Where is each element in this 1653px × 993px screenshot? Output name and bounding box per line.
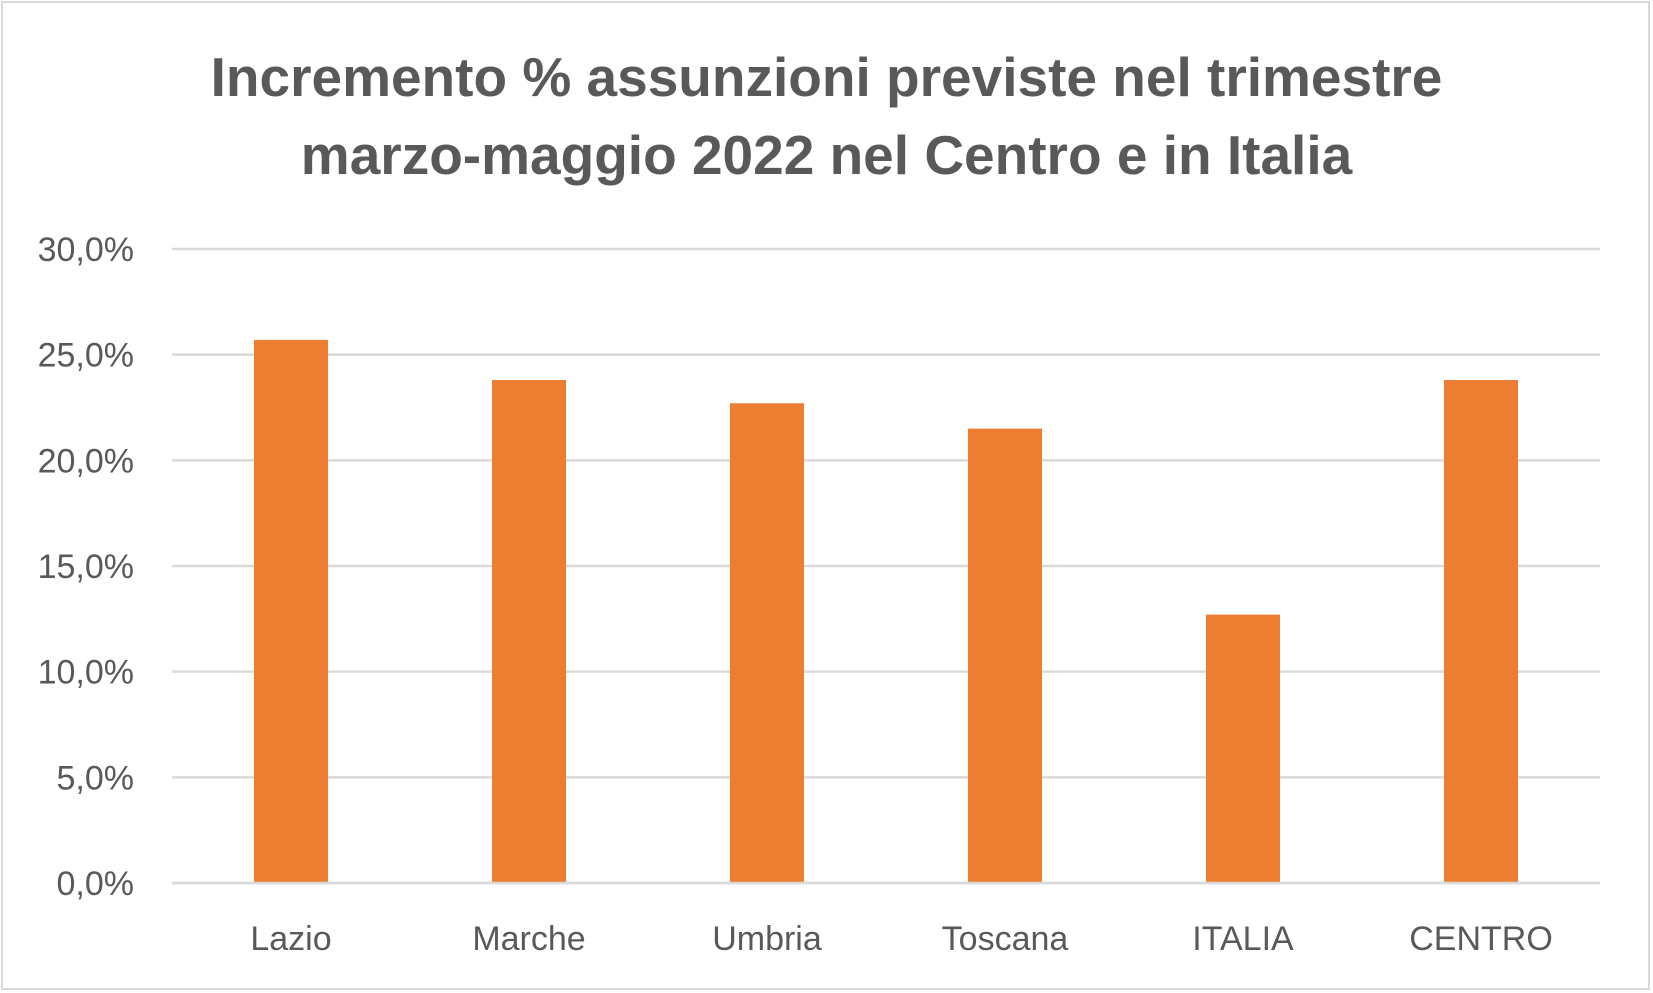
bar-toscana	[968, 428, 1042, 883]
bar-marche	[492, 380, 566, 883]
x-tick-label-lazio: Lazio	[250, 920, 331, 958]
bar-centro	[1444, 380, 1518, 883]
y-tick-label-6: 30,0%	[38, 231, 134, 269]
x-tick-label-centro: CENTRO	[1409, 920, 1553, 958]
chart-title-line-2: marzo-maggio 2022 nel Centro e in Italia	[300, 124, 1353, 186]
x-tick-label-umbria: Umbria	[712, 920, 822, 958]
x-tick-label-italia: ITALIA	[1192, 920, 1294, 958]
bar-lazio	[254, 339, 328, 884]
chart-title: Incremento % assunzioni previste nel tri…	[0, 38, 1653, 194]
bar-umbria	[730, 403, 804, 883]
y-tick-label-1: 5,0%	[57, 759, 135, 797]
bar-italia	[1206, 614, 1280, 883]
x-tick-label-marche: Marche	[472, 920, 585, 958]
y-tick-label-4: 20,0%	[38, 442, 134, 480]
y-tick-label-3: 15,0%	[38, 548, 134, 586]
chart-title-line-1: Incremento % assunzioni previste nel tri…	[210, 46, 1443, 108]
x-tick-label-toscana: Toscana	[942, 920, 1069, 958]
y-tick-label-2: 10,0%	[38, 654, 134, 692]
y-tick-label-0: 0,0%	[57, 865, 135, 903]
y-tick-label-5: 25,0%	[38, 337, 134, 375]
